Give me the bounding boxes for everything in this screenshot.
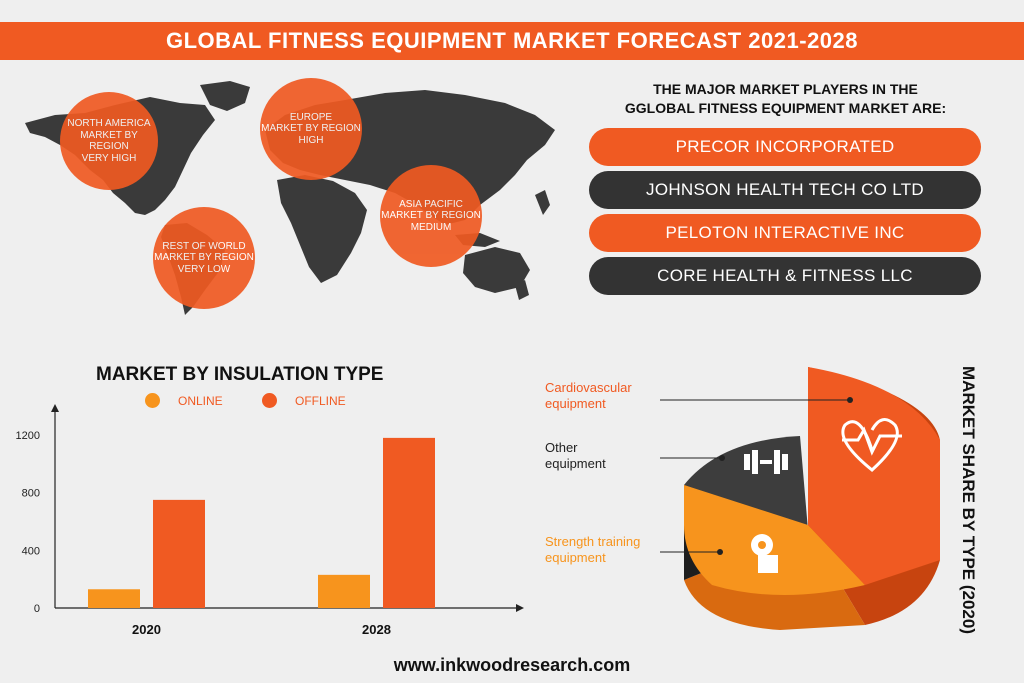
player-core-health: CORE HEALTH & FITNESS LLC	[589, 257, 981, 295]
region-line2: MARKET BY REGION	[261, 123, 361, 135]
x-tick-label: 2028	[362, 622, 391, 637]
bar-offline-2020	[153, 499, 205, 608]
region-line2: MARKET BY REGION	[154, 252, 254, 264]
region-level: MEDIUM	[410, 221, 452, 233]
legend-online: ONLINE	[145, 393, 223, 408]
islands-shape	[515, 190, 550, 300]
y-axis-arrow	[51, 404, 59, 412]
pie-chart	[660, 367, 940, 630]
player-precor: PRECOR INCORPORATED	[589, 128, 981, 166]
player-peloton: PELOTON INTERACTIVE INC	[589, 214, 981, 252]
region-bubble-asia-pacific: ASIA PACIFIC MARKET BY REGION MEDIUM	[380, 165, 482, 267]
heart-pulse-icon	[841, 418, 902, 472]
bar-chart-title: MARKET BY INSULATION TYPE	[96, 364, 384, 385]
region-bubble-rest-of-world: REST OF WORLD MARKET BY REGION VERY LOW	[153, 207, 255, 309]
bar-online-2020	[88, 589, 140, 608]
title-banner: GLOBAL FITNESS EQUIPMENT MARKET FORECAST…	[0, 22, 1024, 60]
players-heading: THE MAJOR MARKET PLAYERS IN THE GGLOBAL …	[588, 80, 983, 118]
legend-offline: OFFLINE	[262, 393, 346, 408]
region-line2: MARKET BY REGION	[80, 129, 138, 153]
legend-offline-swatch	[262, 393, 277, 408]
pie-label-other-line1: Other	[545, 440, 578, 455]
page-title: GLOBAL FITNESS EQUIPMENT MARKET FORECAST…	[165, 28, 859, 53]
legend-online-swatch	[145, 393, 160, 408]
africa-shape	[277, 175, 367, 283]
region-name: ASIA PACIFIC	[399, 198, 463, 210]
y-tick-label: 400	[22, 545, 40, 557]
weight-plate-icon	[751, 534, 778, 573]
region-name: REST OF WORLD	[162, 240, 246, 252]
pie-slice-cardiovascular	[808, 367, 940, 585]
x-tick-label: 2020	[132, 622, 161, 637]
pie-label-other: Other equipment	[545, 440, 606, 472]
bar-chart: 1200 800 400 0 2020 2028	[16, 404, 524, 637]
greenland-shape	[200, 81, 250, 111]
bar-online-2028	[318, 574, 370, 608]
pie-label-strength-line2: equipment	[545, 550, 606, 565]
region-bubble-europe: EUROPE MARKET BY REGION HIGH	[260, 78, 362, 180]
players-heading-line2: GGLOBAL FITNESS EQUIPMENT MARKET ARE:	[624, 100, 947, 116]
y-tick-label: 800	[22, 488, 40, 500]
player-johnson: JOHNSON HEALTH TECH CO LTD	[589, 171, 981, 209]
region-name: EUROPE	[289, 111, 333, 123]
bar-offline-2028	[383, 437, 435, 608]
region-level: HIGH	[298, 134, 324, 146]
footer-url: www.inkwoodresearch.com	[393, 655, 631, 675]
region-bubble-north-america: NORTH AMERICA MARKET BY REGION VERY HIGH	[60, 92, 158, 190]
pie-label-cardiovascular: Cardiovascular equipment	[545, 380, 632, 412]
x-axis-arrow	[516, 604, 524, 612]
players-heading-line1: THE MAJOR MARKET PLAYERS IN THE	[653, 81, 918, 97]
region-level: VERY HIGH	[81, 152, 137, 164]
pie-chart-title-text: MARKET SHARE BY TYPE (2020)	[959, 366, 978, 634]
pie-label-other-line2: equipment	[545, 456, 606, 471]
pie-label-strength-line1: Strength training	[545, 534, 641, 549]
pie-slice-strength	[684, 485, 865, 595]
legend-offline-label: OFFLINE	[295, 393, 346, 408]
pie-chart-title: MARKET SHARE BY TYPE (2020)	[948, 366, 988, 634]
region-name: NORTH AMERICA	[67, 118, 151, 129]
y-tick-label: 1200	[16, 430, 40, 442]
pie-label-strength: Strength training equipment	[545, 534, 640, 566]
pie-label-cardiovascular-line1: Cardiovascular	[545, 380, 632, 395]
dumbbell-icon	[744, 450, 788, 474]
australia-shape	[463, 247, 530, 293]
region-line2: MARKET BY REGION	[381, 210, 481, 222]
legend-online-label: ONLINE	[178, 393, 223, 408]
y-tick-label: 0	[34, 603, 40, 615]
pie-label-cardiovascular-line2: equipment	[545, 396, 606, 411]
region-level: VERY LOW	[177, 263, 231, 275]
